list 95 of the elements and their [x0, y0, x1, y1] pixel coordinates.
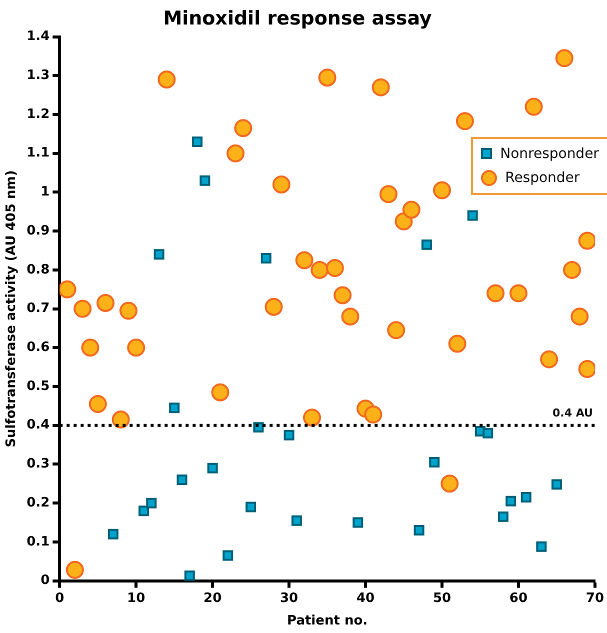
y-tick-label: 0.8: [26, 262, 50, 278]
y-tick-label: 1.1: [26, 146, 50, 161]
point: [81, 338, 100, 357]
point: [291, 515, 302, 526]
legend-label: Responder: [505, 170, 580, 186]
point: [433, 181, 452, 200]
point: [200, 175, 210, 186]
x-tick-label: 10: [127, 590, 146, 606]
point: [352, 517, 364, 528]
point: [127, 338, 146, 357]
point: [421, 239, 432, 250]
point: [154, 249, 164, 260]
point: [387, 321, 406, 340]
point: [302, 408, 321, 427]
point: [169, 402, 180, 414]
point: [551, 479, 562, 490]
point: [402, 200, 420, 219]
point: [482, 428, 494, 438]
y-tick-label: 1.4: [26, 29, 50, 44]
point: [524, 98, 543, 116]
x-tick-label: 20: [204, 590, 222, 606]
point: [88, 395, 107, 413]
x-tick-label: 50: [432, 590, 452, 606]
x-tick-label: 40: [356, 590, 375, 606]
point: [60, 280, 76, 298]
point: [334, 286, 352, 304]
y-tick-label: 0.7: [26, 301, 50, 316]
point: [570, 308, 589, 326]
x-tick-label: 60: [509, 590, 528, 606]
point: [520, 492, 532, 502]
point: [146, 498, 157, 508]
y-tick-label: 0.3: [26, 456, 50, 472]
point: [176, 474, 188, 486]
y-tick-label: 0.4: [26, 418, 50, 433]
point: [414, 525, 424, 536]
point: [74, 300, 92, 318]
y-tick-label: 1.3: [26, 68, 50, 84]
y-tick-label: 1.2: [26, 106, 50, 122]
y-tick-label: 0.2: [26, 495, 50, 510]
point: [506, 496, 516, 506]
point: [310, 260, 329, 279]
point: [96, 294, 115, 312]
y-tick-label: 0.1: [26, 534, 50, 550]
point: [119, 302, 138, 320]
point: [207, 462, 218, 474]
point: [536, 541, 547, 552]
point: [440, 474, 459, 493]
point: [284, 430, 294, 440]
point: [246, 502, 256, 512]
y-tick-label: 0.9: [26, 223, 50, 238]
point: [108, 528, 118, 540]
point: [456, 112, 474, 130]
point: [563, 260, 582, 279]
point: [226, 144, 245, 162]
chart-title: Minoxidil response assay: [163, 7, 432, 30]
point: [379, 185, 398, 204]
point: [429, 457, 440, 468]
x-tick-label: 30: [280, 590, 298, 606]
point: [364, 405, 382, 424]
point: [184, 570, 195, 581]
point: [66, 560, 84, 579]
point: [578, 232, 595, 250]
point: [555, 49, 574, 68]
point: [448, 334, 466, 353]
x-tick-label: 0: [55, 590, 64, 606]
point: [260, 253, 272, 264]
point: [326, 259, 344, 277]
point: [138, 506, 149, 516]
ref-line-label: 0.4 AU: [552, 406, 593, 420]
point: [318, 68, 336, 87]
point: [486, 284, 505, 302]
point: [498, 511, 508, 522]
point: [540, 350, 558, 368]
point: [264, 298, 283, 316]
point: [295, 251, 314, 270]
point: [467, 210, 478, 221]
point: [234, 119, 252, 138]
y-tick-label: 0.5: [26, 378, 50, 394]
point: [509, 284, 528, 302]
point: [222, 550, 234, 561]
point: [158, 70, 176, 89]
point: [112, 410, 130, 429]
y-axis-title: Sulfotransferase activity (AU 405 nm): [4, 170, 20, 448]
y-tick-label: 1: [40, 184, 50, 200]
point: [578, 360, 595, 378]
point: [272, 175, 290, 194]
point: [211, 383, 230, 402]
point: [372, 78, 390, 96]
x-axis-title: Patient no.: [287, 614, 368, 629]
y-tick-label: 0.6: [26, 340, 50, 356]
x-tick-label: 70: [586, 590, 604, 606]
point: [192, 136, 203, 147]
point: [341, 308, 360, 326]
legend-label: Nonresponder: [500, 146, 599, 162]
y-tick-label: 0: [40, 573, 50, 588]
